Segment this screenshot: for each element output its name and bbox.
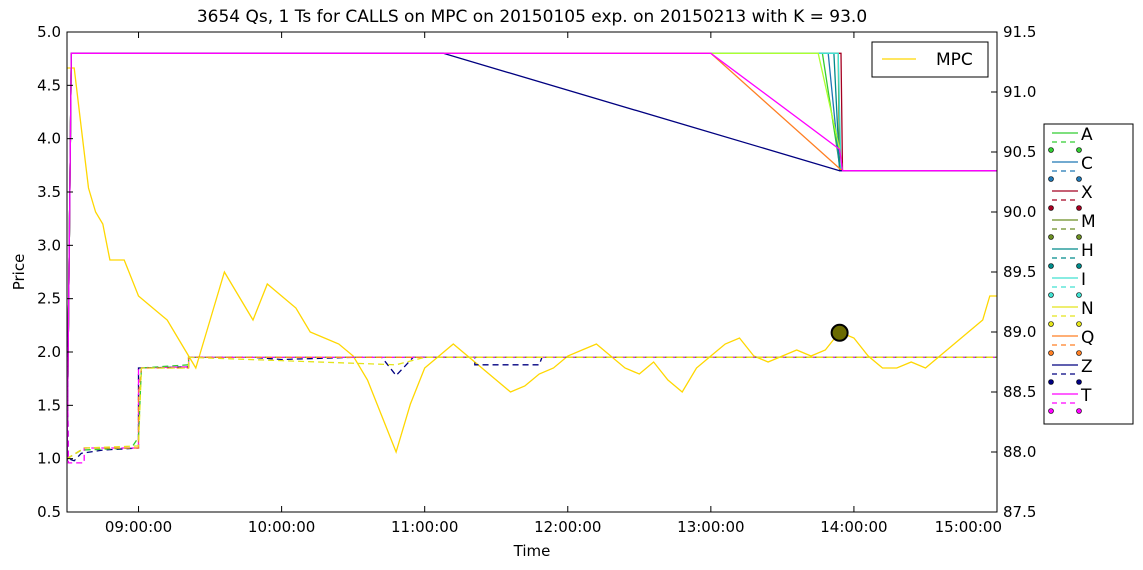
y-axis-label: Price bbox=[10, 254, 28, 291]
legend-dot-right-t bbox=[1076, 408, 1082, 414]
series-line-a-bid bbox=[67, 356, 997, 460]
legend-dot-right-z bbox=[1076, 379, 1082, 385]
y-tick-label: 1.0 bbox=[37, 450, 61, 468]
y-tick-label: 3.5 bbox=[37, 183, 61, 201]
legend-dot-left-a bbox=[1048, 147, 1054, 153]
series-line-mpc bbox=[67, 67, 997, 454]
legend-dot-right-i bbox=[1076, 292, 1082, 298]
legend-label-x: X bbox=[1081, 183, 1093, 203]
y-tick-label: 3.0 bbox=[37, 236, 61, 254]
y-tick-label: 0.5 bbox=[37, 503, 61, 521]
trade-marker bbox=[830, 323, 849, 342]
series-line-n-bid bbox=[67, 356, 997, 460]
series-layer bbox=[67, 52, 997, 464]
legend-label-q: Q bbox=[1081, 328, 1094, 348]
x-axis-label: Time bbox=[513, 542, 551, 560]
legend-label-h: H bbox=[1081, 241, 1094, 261]
legend-dot-left-t bbox=[1048, 408, 1054, 414]
legend-dot-left-n bbox=[1048, 321, 1054, 327]
legend-dot-left-i bbox=[1048, 292, 1054, 298]
y-right-tick-label: 91.5 bbox=[1003, 23, 1036, 41]
y-tick-label: 1.5 bbox=[37, 396, 61, 414]
legend-label-m: M bbox=[1081, 212, 1096, 232]
x-tick-label: 14:00:00 bbox=[820, 518, 887, 536]
legend-dot-right-n bbox=[1076, 321, 1082, 327]
y-right-tick-label: 90.0 bbox=[1003, 203, 1036, 221]
tick-layer: 09:00:00 10:00:00 11:00:00 12:00:00 13:00:00… bbox=[37, 23, 1036, 536]
chart-title: 3654 Qs, 1 Ts for CALLS on MPC on 201501… bbox=[197, 7, 867, 27]
series-line-q-ask bbox=[67, 52, 997, 461]
series-line-t-bid bbox=[67, 330, 997, 464]
legend-label-mpc: MPC bbox=[936, 50, 973, 70]
y-right-tick-label: 90.5 bbox=[1003, 143, 1036, 161]
legend-dot-left-z bbox=[1048, 379, 1054, 385]
legend-label-z: Z bbox=[1081, 357, 1093, 377]
x-tick-label: 12:00:00 bbox=[534, 518, 601, 536]
y-right-tick-label: 87.5 bbox=[1003, 503, 1036, 521]
y-tick-label: 2.5 bbox=[37, 290, 61, 308]
series-line-a-ask bbox=[67, 52, 997, 461]
x-tick-label: 15:00:00 bbox=[935, 518, 1002, 536]
legend-label-t: T bbox=[1080, 386, 1092, 406]
legend-dot-right-c bbox=[1076, 176, 1082, 182]
y-tick-label: 4.5 bbox=[37, 76, 61, 94]
legend-dot-left-c bbox=[1048, 176, 1054, 182]
legend-label-a: A bbox=[1081, 125, 1093, 145]
series-line-z-bid bbox=[67, 330, 997, 462]
legend-dot-left-x bbox=[1048, 205, 1054, 211]
legend-top: MPC bbox=[871, 41, 989, 78]
series-line-c-ask bbox=[67, 52, 997, 461]
x-tick-label: 09:00:00 bbox=[105, 518, 172, 536]
plot-frame bbox=[66, 31, 998, 513]
legend-dot-left-m bbox=[1048, 234, 1054, 240]
series-line-x-ask bbox=[67, 52, 997, 461]
legend-label-i: I bbox=[1081, 270, 1086, 290]
y-right-tick-label: 89.5 bbox=[1003, 263, 1036, 281]
legend-dot-right-a bbox=[1076, 147, 1082, 153]
plot-area: 09:00:00 10:00:00 11:00:00 12:00:00 13:00:00… bbox=[37, 23, 1036, 536]
legend-dot-left-q bbox=[1048, 350, 1054, 356]
series-line-t-ask bbox=[67, 52, 997, 461]
x-tick-label: 11:00:00 bbox=[391, 518, 458, 536]
y-tick-label: 5.0 bbox=[37, 23, 61, 41]
legend-dot-right-q bbox=[1076, 350, 1082, 356]
x-tick-label: 10:00:00 bbox=[248, 518, 315, 536]
y-right-tick-label: 89.0 bbox=[1003, 323, 1036, 341]
legend-label-c: C bbox=[1081, 154, 1093, 174]
legend-dot-right-x bbox=[1076, 205, 1082, 211]
series-line-i-ask bbox=[67, 52, 997, 461]
x-tick-label: 13:00:00 bbox=[677, 518, 744, 536]
y-tick-label: 2.0 bbox=[37, 343, 61, 361]
y-right-tick-label: 88.5 bbox=[1003, 383, 1036, 401]
series-line-z-ask bbox=[67, 52, 997, 461]
series-line-m-ask bbox=[67, 52, 997, 461]
series-line-n-ask bbox=[67, 52, 997, 461]
legend-dot-left-h bbox=[1048, 263, 1054, 269]
legend-dot-right-m bbox=[1076, 234, 1082, 240]
y-tick-label: 4.0 bbox=[37, 130, 61, 148]
series-line-q-bid bbox=[67, 356, 997, 460]
y-right-tick-label: 91.0 bbox=[1003, 83, 1036, 101]
legend-dot-right-h bbox=[1076, 263, 1082, 269]
series-line-h-ask bbox=[67, 52, 997, 461]
y-right-tick-label: 88.0 bbox=[1003, 443, 1036, 461]
legend-label-n: N bbox=[1081, 299, 1094, 319]
legend-right-box bbox=[1043, 123, 1134, 425]
